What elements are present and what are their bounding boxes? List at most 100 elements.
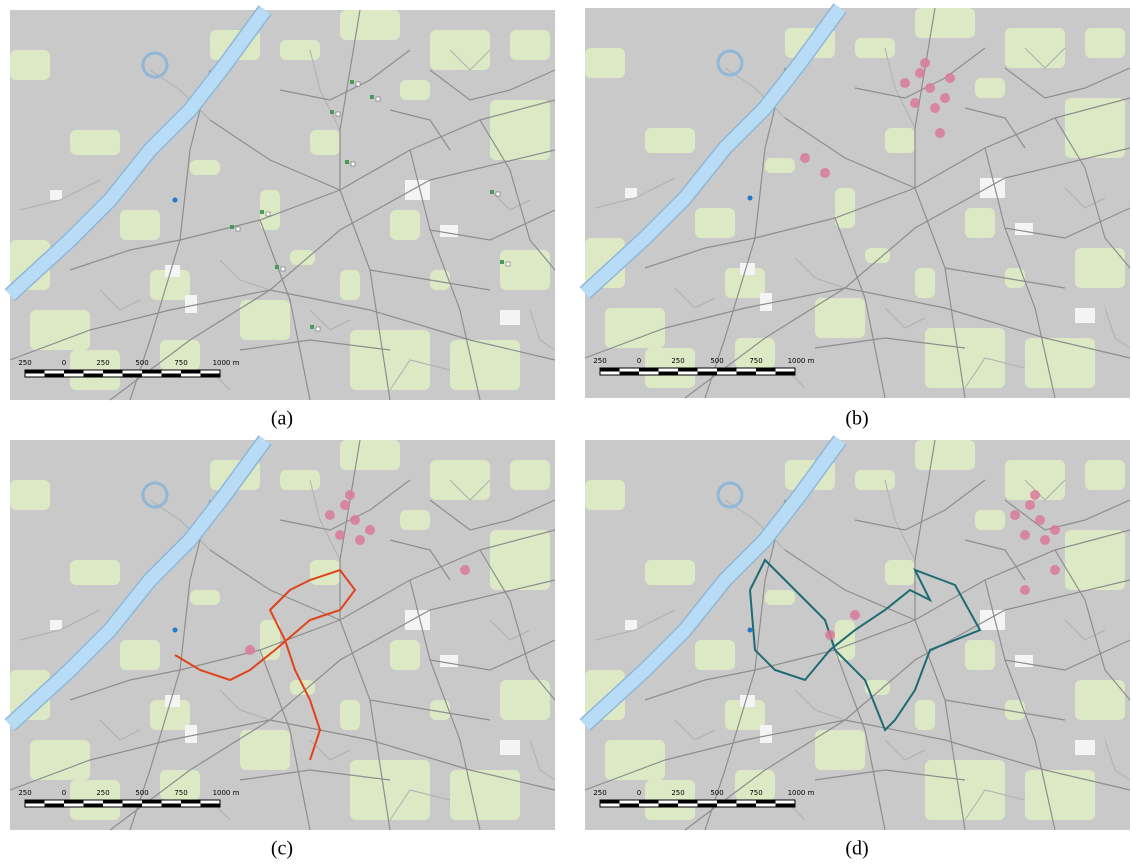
feature-marker — [351, 162, 355, 166]
scale-bar-segment — [25, 800, 45, 804]
marker-pink — [1035, 515, 1045, 525]
scale-bar-segment — [201, 804, 221, 808]
green-area — [340, 440, 400, 470]
scale-bar-segment — [659, 372, 679, 376]
scale-label: 250 — [18, 359, 31, 367]
scale-label: 250 — [671, 357, 684, 365]
feature-marker — [236, 227, 240, 231]
scale-label: 0 — [637, 789, 641, 797]
green-area — [695, 208, 735, 238]
scale-label: 500 — [710, 357, 723, 365]
green-area — [1075, 680, 1125, 720]
building-area — [980, 178, 1005, 198]
scale-bar-segment — [142, 800, 162, 804]
scale-bar-segment — [756, 368, 776, 372]
scale-bar-segment — [64, 370, 84, 374]
green-area — [10, 50, 50, 80]
building-area — [1015, 223, 1033, 235]
green-area — [915, 268, 935, 298]
building-area — [500, 310, 520, 325]
scale-label: 0 — [62, 789, 66, 797]
scale-bar-segment — [776, 372, 796, 376]
feature-marker — [376, 97, 380, 101]
green-area — [310, 130, 340, 155]
scale-label: 1000 m — [213, 359, 240, 367]
scale-bar-segment — [678, 800, 698, 804]
green-area — [10, 480, 50, 510]
marker-blue — [748, 196, 753, 201]
scale-label: 250 — [96, 789, 109, 797]
scale-bar-segment — [162, 374, 182, 378]
scale-label: 500 — [710, 789, 723, 797]
feature-marker — [336, 112, 340, 116]
marker-pink — [245, 645, 255, 655]
scale-label: 250 — [18, 789, 31, 797]
marker-pink — [1030, 490, 1040, 500]
building-area — [440, 225, 458, 237]
map-panel: 25002505007501000 m — [585, 8, 1130, 398]
building-area — [625, 620, 637, 630]
building-area — [980, 610, 1005, 630]
scale-label: 500 — [135, 789, 148, 797]
green-area — [965, 208, 995, 238]
green-area — [240, 730, 290, 770]
green-area — [1085, 28, 1125, 58]
map-panel: 25002505007501000 m — [10, 10, 555, 400]
scale-label: 750 — [174, 789, 187, 797]
marker-pink — [460, 565, 470, 575]
green-area — [390, 640, 420, 670]
green-area — [965, 640, 995, 670]
scale-label: 250 — [671, 789, 684, 797]
scale-bar-segment — [103, 800, 123, 804]
green-area — [70, 560, 120, 585]
marker-pink — [365, 525, 375, 535]
building-area — [405, 610, 430, 630]
marker-pink — [935, 128, 945, 138]
marker-pink — [915, 68, 925, 78]
green-area — [280, 470, 320, 490]
marker-pink — [1025, 500, 1035, 510]
green-area — [450, 340, 520, 390]
green-area — [885, 560, 915, 585]
scale-bar-segment — [600, 368, 620, 372]
green-area — [430, 30, 490, 70]
marker-pink — [940, 93, 950, 103]
green-area — [645, 560, 695, 585]
building-area — [185, 725, 197, 743]
green-area — [855, 38, 895, 58]
marker-pink — [910, 98, 920, 108]
scale-bar-segment — [181, 800, 201, 804]
scale-bar-segment — [142, 370, 162, 374]
green-area — [815, 730, 865, 770]
scale-bar-segment — [123, 374, 143, 378]
scale-bar-segment — [84, 374, 104, 378]
marker-blue — [748, 628, 753, 633]
scale-bar-segment — [639, 368, 659, 372]
scale-bar-segment — [737, 372, 757, 376]
green-area — [510, 30, 550, 60]
marker-pink — [920, 58, 930, 68]
scale-bar-segment — [45, 374, 65, 378]
green-area — [120, 210, 160, 240]
scale-bar-segment — [737, 804, 757, 808]
marker-pink — [945, 73, 955, 83]
scale-bar-segment — [123, 804, 143, 808]
building-area — [760, 725, 772, 743]
green-area — [585, 480, 625, 510]
marker-pink — [800, 153, 810, 163]
green-area — [190, 590, 220, 605]
scale-bar-segment — [639, 800, 659, 804]
scale-bar-segment — [776, 804, 796, 808]
marker-pink — [825, 630, 835, 640]
scale-label: 250 — [593, 789, 606, 797]
scale-bar-segment — [756, 800, 776, 804]
marker-blue — [173, 198, 178, 203]
green-area — [510, 460, 550, 490]
scale-bar-segment — [25, 370, 45, 374]
scale-bar-segment — [678, 368, 698, 372]
feature-marker — [356, 82, 360, 86]
feature-marker — [266, 212, 270, 216]
feature-marker — [230, 225, 234, 229]
scale-label: 0 — [637, 357, 641, 365]
